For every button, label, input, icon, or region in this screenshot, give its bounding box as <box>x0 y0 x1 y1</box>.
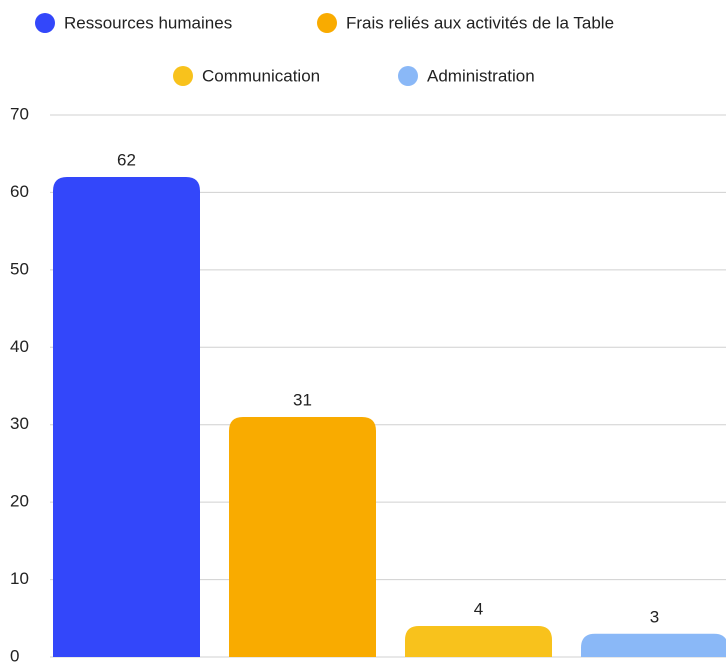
y-tick-label: 20 <box>10 492 29 511</box>
y-tick-label: 70 <box>10 104 29 123</box>
legend-swatch <box>317 13 337 33</box>
y-tick-label: 30 <box>10 414 29 433</box>
bar <box>229 416 376 657</box>
value-label: 31 <box>293 390 312 409</box>
y-tick-label: 50 <box>10 259 29 278</box>
value-label: 62 <box>117 150 136 169</box>
legend-label: Communication <box>202 66 320 85</box>
y-tick-label: 10 <box>10 569 29 588</box>
legend-swatch <box>35 13 55 33</box>
value-label: 4 <box>474 600 483 619</box>
value-label: 3 <box>650 607 659 626</box>
legend-label: Frais reliés aux activités de la Table <box>346 13 614 32</box>
legend-label: Administration <box>427 66 535 85</box>
y-tick-label: 0 <box>10 646 19 662</box>
y-tick-label: 40 <box>10 337 29 356</box>
y-tick-label: 60 <box>10 182 29 201</box>
bar <box>405 626 552 657</box>
legend-swatch <box>398 66 418 86</box>
bar <box>53 176 200 657</box>
bar <box>581 633 726 657</box>
legend-swatch <box>173 66 193 86</box>
legend-label: Ressources humaines <box>64 13 232 32</box>
